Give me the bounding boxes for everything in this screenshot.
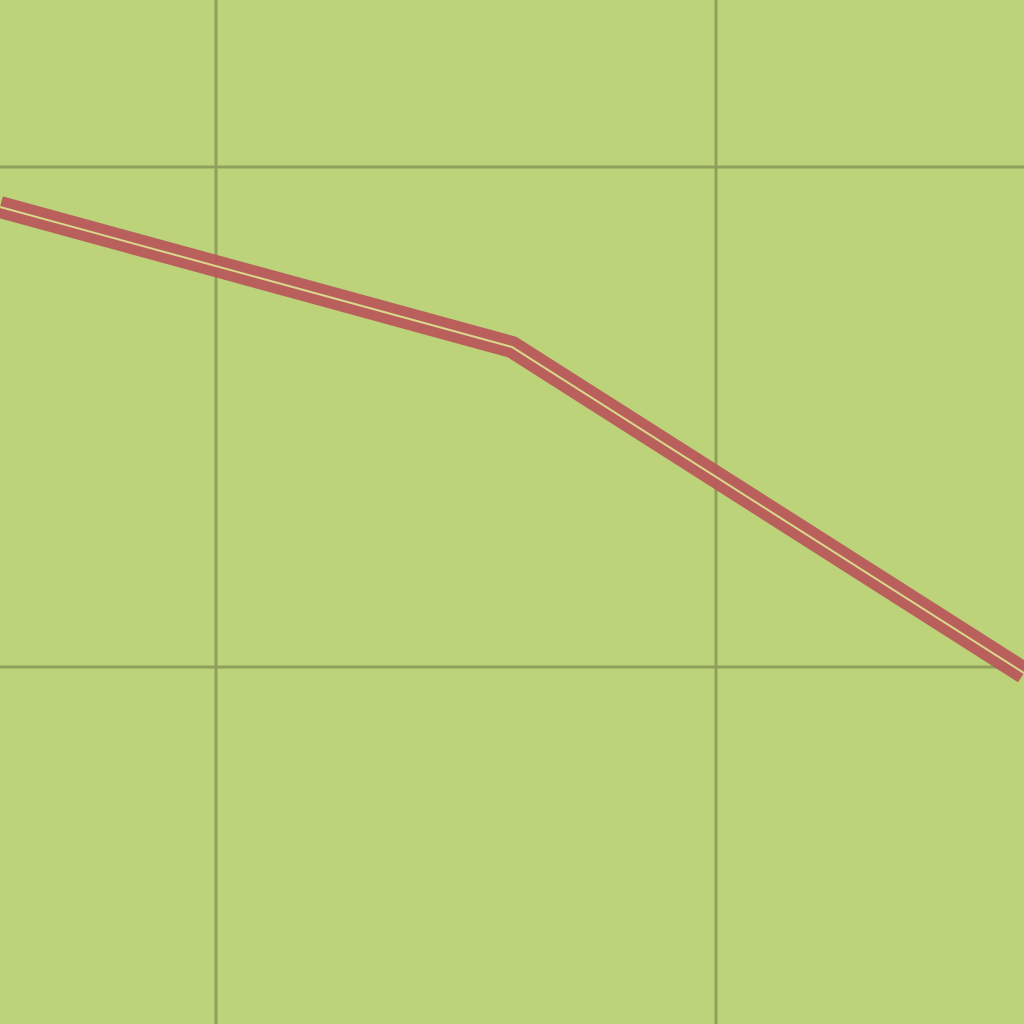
road[interactable] — [0, 196, 1024, 683]
road-centerline — [0, 206, 1024, 674]
